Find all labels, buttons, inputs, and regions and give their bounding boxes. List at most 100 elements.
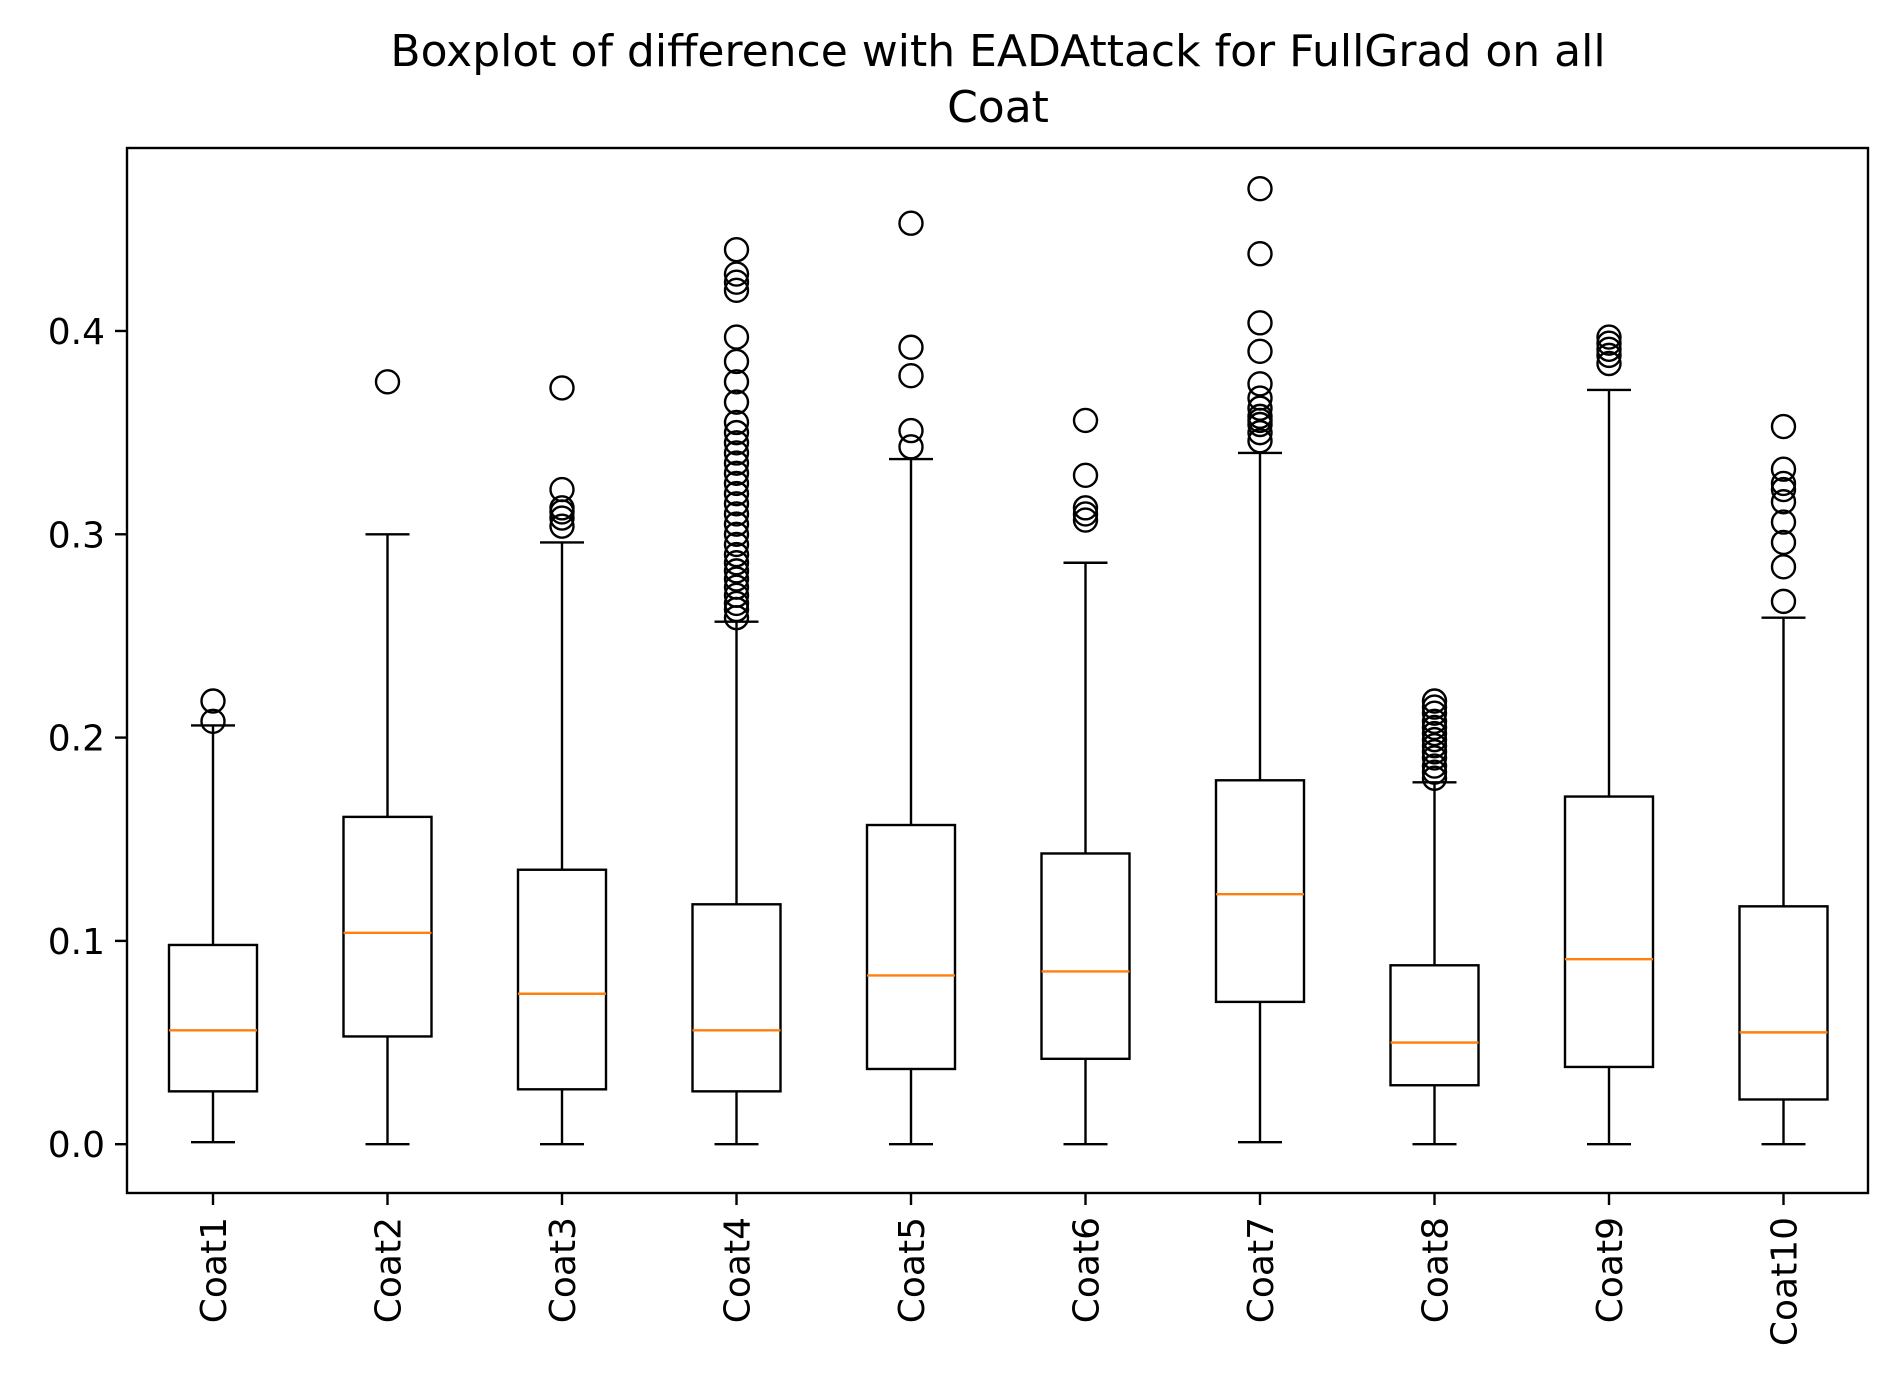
y-tick-label: 0.2 [48,719,105,760]
box [691,903,782,1093]
outlier-point [723,511,750,537]
outlier-point [1596,324,1622,350]
outlier-point [1770,554,1797,580]
box-group-coat1 [167,688,259,1144]
outlier-point [723,558,750,584]
outlier-point [723,324,750,350]
outlier-point [1072,495,1099,521]
y-tick-label: 0.3 [48,515,105,556]
outlier-point [723,590,750,617]
box [1738,905,1829,1101]
outlier-point [1072,407,1099,434]
outlier-point [1421,726,1448,753]
outlier-point [723,460,750,486]
outlier-point [723,582,750,608]
box [1563,795,1655,1069]
box-group-coat3 [516,375,608,1146]
outlier-point [723,236,750,263]
outlier-point [898,363,924,389]
box-group-coat10 [1738,413,1829,1146]
box [1389,964,1480,1087]
outlier-point [1072,507,1099,533]
outlier-point [898,434,924,460]
box-group-coat5 [865,210,957,1146]
outlier-point [374,369,401,395]
outlier-point [549,375,575,401]
box-group-coat4 [691,236,782,1146]
outlier-point [1247,403,1273,430]
outlier-point [549,505,575,531]
outlier-point [1421,733,1448,759]
outlier-point [1421,759,1448,785]
outlier-point [1247,385,1273,411]
x-tick-label: Coat10 [1765,1217,1806,1346]
chart-title-line-2: Coat [947,82,1049,133]
outlier-point [723,261,750,287]
y-tick-label: 0.1 [48,922,105,963]
x-tick-label: Coat2 [369,1217,410,1323]
y-axis: 0.0 0.1 0.2 0.3 0.4 [48,312,127,1166]
x-tick-label: Coat7 [1241,1217,1282,1323]
x-tick-label: Coat8 [1416,1217,1457,1323]
outlier-point [723,450,750,476]
plot-area-frame [125,146,1870,1195]
x-axis: Coat1 Coat2 Coat3 Coat4 Coat5 Coat6 Coat7 Coat8… [194,1193,1806,1346]
outlier-point [1421,753,1448,779]
outlier-point [723,574,750,600]
outlier-point [723,470,750,497]
outlier-point [549,495,575,521]
outlier-point [1421,708,1448,735]
outlier-point [549,476,575,503]
outlier-point [1421,720,1448,747]
outlier-point [723,521,750,547]
outlier-point [1247,395,1273,421]
box [167,943,259,1093]
y-tick-label: 0.0 [48,1125,105,1166]
outlier-point [1247,310,1273,336]
x-tick-label: Coat1 [194,1217,235,1323]
outlier-point [723,409,750,436]
x-tick-label: Coat4 [718,1217,759,1323]
outlier-point [1770,509,1797,535]
outlier-point [723,550,750,576]
outlier-point [1770,588,1797,615]
outlier-point [1770,489,1797,515]
outlier-point [1072,501,1099,527]
x-tick-label: Coat5 [892,1217,933,1323]
outlier-point [723,531,750,558]
box [865,823,957,1071]
outlier-point [1421,688,1448,714]
outlier-point [1247,338,1273,365]
outlier-point [723,501,750,527]
outlier-point [723,480,750,507]
y-tick-label: 0.4 [48,312,105,353]
outlier-point [1770,476,1797,503]
outlier-point [1247,241,1273,267]
outlier-point [723,369,750,395]
box-group-coat2 [342,369,433,1146]
outlier-point [1596,342,1622,369]
box-group-coat7 [1214,175,1306,1144]
outlier-point [1247,371,1273,397]
outlier-point [898,210,924,236]
outlier-point [723,430,750,456]
box [1214,779,1306,1004]
outlier-point [1596,330,1622,356]
box-series [167,175,1829,1146]
outlier-point [723,389,750,415]
outlier-point [723,419,750,446]
outlier-point [1421,739,1448,765]
outlier-point [723,277,750,304]
chart-title-line-1: Boxplot of difference with EADAttack for… [390,26,1605,77]
outlier-point [1421,700,1448,726]
outlier-point [1247,175,1273,202]
outlier-point [723,491,750,517]
outlier-point [1421,765,1448,791]
box [1040,852,1131,1061]
box-group-coat8 [1389,688,1480,1146]
outlier-point [1770,413,1797,440]
outlier-point [200,688,226,714]
outlier-point [1770,529,1797,556]
outlier-point [723,440,750,466]
outlier-point [898,417,924,444]
